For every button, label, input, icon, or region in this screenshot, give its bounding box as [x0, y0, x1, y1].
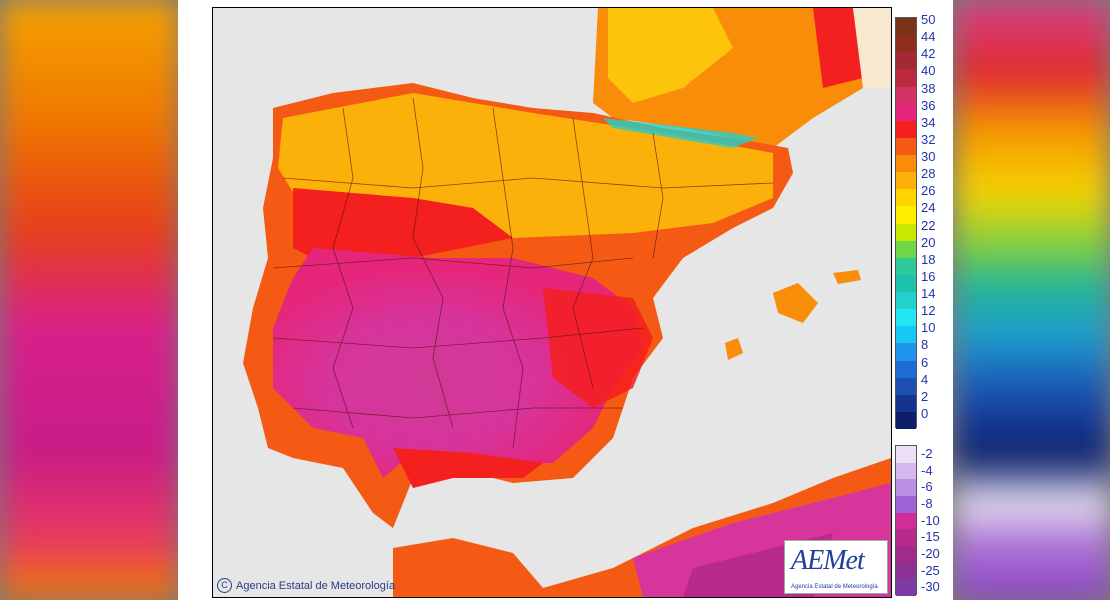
legend-label: 10: [921, 320, 936, 336]
legend-swatch: [896, 309, 916, 327]
legend-label: -30: [921, 579, 940, 595]
legend-label: 24: [921, 200, 936, 216]
legend-swatch: [896, 579, 916, 596]
legend-label: -8: [921, 496, 933, 511]
legend-swatch: [896, 240, 916, 258]
copyright-notice: C Agencia Estatal de Meteorología: [217, 578, 395, 593]
map-svg: [243, 8, 891, 597]
legend-swatch: [896, 103, 916, 121]
legend-label: 18: [921, 251, 936, 267]
legend-swatch: [896, 52, 916, 70]
legend-swatch: [896, 206, 916, 224]
legend-swatch: [896, 292, 916, 310]
legend-swatch: [896, 274, 916, 292]
aemet-logo: AEMet Agencia Estatal de Meteorología: [784, 540, 888, 594]
legend-swatch: [896, 360, 916, 378]
legend-scale-negative: [895, 445, 917, 596]
legend-swatch: [896, 545, 916, 563]
legend-label: 50: [921, 12, 936, 27]
legend-swatch: [896, 120, 916, 138]
legend-scale-positive: [895, 17, 917, 429]
legend-label: 2: [921, 388, 929, 404]
legend-swatch: [896, 155, 916, 173]
legend-label: 34: [921, 114, 936, 130]
legend-swatch: [896, 69, 916, 87]
menorca: [833, 270, 861, 284]
legend-swatch: [896, 18, 916, 36]
blurred-background-left: [0, 0, 180, 600]
ibiza: [725, 338, 743, 360]
legend-swatch: [896, 495, 916, 513]
legend-swatch: [896, 479, 916, 496]
legend-label: -2: [921, 446, 933, 461]
legend-label: -20: [921, 546, 940, 561]
legend-label: 8: [921, 337, 929, 353]
legend-swatch: [896, 377, 916, 395]
legend-swatch: [896, 86, 916, 104]
legend-swatch: [896, 343, 916, 361]
legend-label: 16: [921, 268, 936, 284]
legend-swatch: [896, 172, 916, 190]
mallorca: [773, 283, 818, 323]
legend-label: 44: [921, 29, 936, 45]
legend-swatch: [896, 446, 916, 463]
legend-label: 14: [921, 286, 936, 301]
legend-swatch: [896, 394, 916, 412]
temperature-map: C Agencia Estatal de Meteorología AEMet …: [212, 7, 892, 598]
legend-label: 38: [921, 80, 936, 96]
legend-swatch: [896, 223, 916, 241]
blurred-background-right: [955, 0, 1110, 600]
logo-subtitle: Agencia Estatal de Meteorología: [791, 584, 878, 590]
legend-label: -15: [921, 529, 940, 545]
copyright-text: Agencia Estatal de Meteorología: [236, 579, 395, 592]
legend-label: 28: [921, 166, 936, 182]
legend-label: 30: [921, 149, 936, 164]
legend-swatch: [896, 529, 916, 546]
legend-label: 20: [921, 234, 936, 250]
legend-swatch: [896, 326, 916, 344]
legend-label: 4: [921, 371, 929, 387]
legend-label: 32: [921, 131, 936, 147]
legend-swatch: [896, 257, 916, 275]
legend-label: -10: [921, 512, 940, 528]
legend-swatch: [896, 462, 916, 480]
legend-swatch: [896, 137, 916, 155]
legend-swatch: [896, 35, 916, 53]
legend-swatch: [896, 512, 916, 530]
temperature-legend: 50 44 42 40 38 36 34 32 30 28 26 24 22 20 18 16 14 12 10 8 6…: [895, 13, 955, 597]
copyright-icon: C: [217, 578, 232, 593]
legend-swatch: [896, 562, 916, 580]
legend-swatch: [896, 189, 916, 207]
legend-label: -6: [921, 479, 933, 495]
legend-label: 0: [921, 405, 929, 421]
legend-label: 26: [921, 183, 936, 199]
legend-label: 40: [921, 63, 936, 79]
legend-label: 6: [921, 354, 929, 370]
legend-label: -4: [921, 462, 933, 478]
legend-label: 42: [921, 46, 936, 62]
legend-swatch: [896, 411, 916, 429]
legend-label: 36: [921, 97, 936, 113]
legend-label: -25: [921, 562, 940, 578]
logo-wordmark: AEMet: [791, 545, 865, 576]
legend-label: 22: [921, 217, 936, 233]
legend-label: 12: [921, 303, 936, 319]
